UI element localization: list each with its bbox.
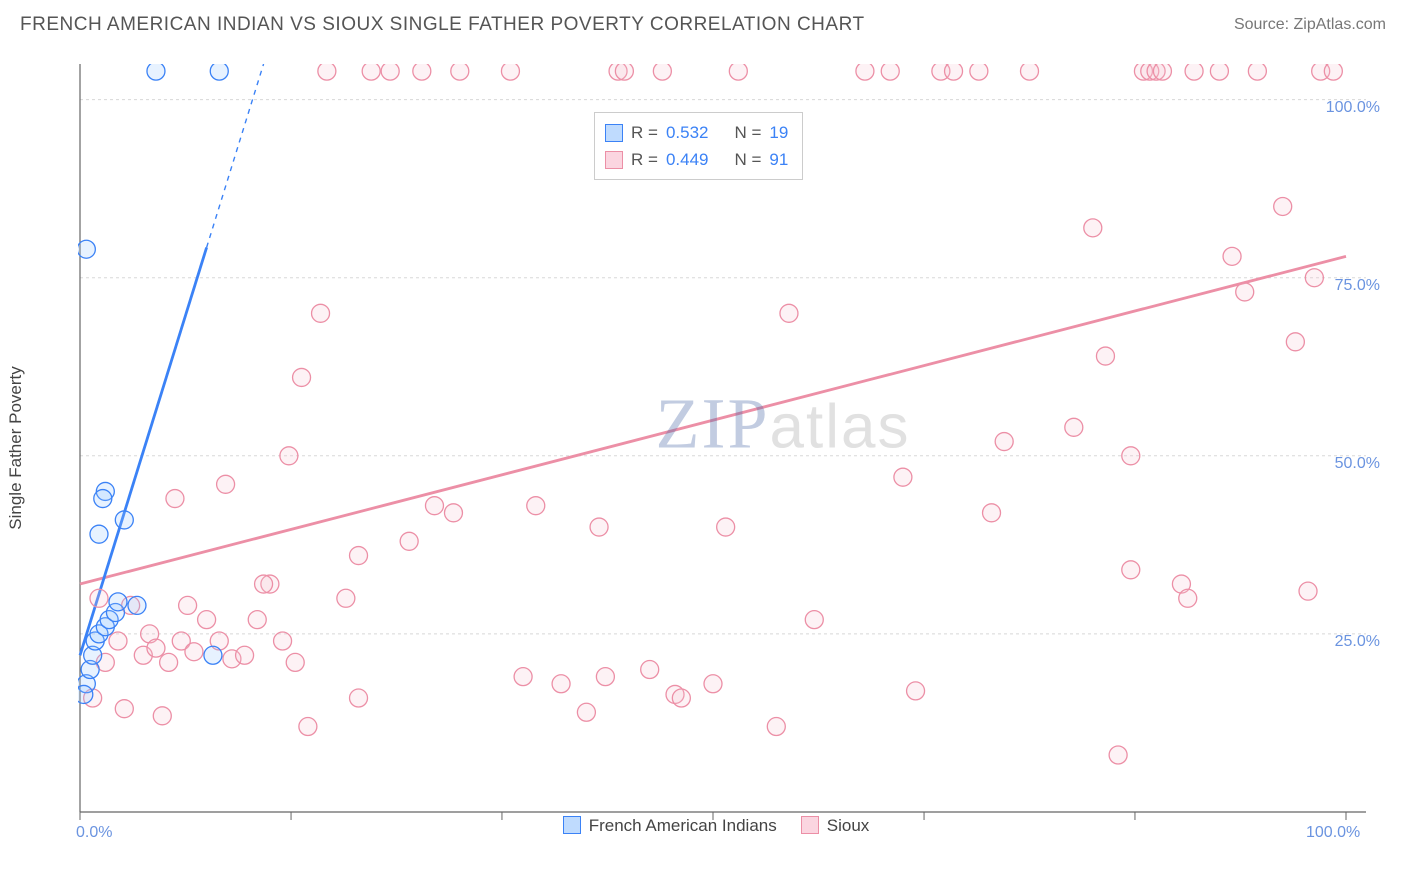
series-legend: French American Indians Sioux	[46, 816, 1386, 836]
legend-row: R = 0.532N = 19	[605, 119, 788, 146]
chart-title: FRENCH AMERICAN INDIAN VS SIOUX SINGLE F…	[20, 14, 865, 36]
y-tick-label: 50.0%	[1335, 455, 1380, 473]
source-label: Source: ZipAtlas.com	[1234, 16, 1386, 34]
y-axis-label: Single Father Poverty	[6, 366, 26, 529]
legend-item: French American Indians	[563, 816, 777, 836]
y-tick-label: 25.0%	[1335, 633, 1380, 651]
correlation-legend: R = 0.532N = 19R = 0.449N = 91	[594, 112, 803, 180]
plot-area: Single Father Poverty ZIPatlas R = 0.532…	[46, 54, 1386, 842]
y-tick-label: 100.0%	[1326, 99, 1380, 117]
legend-item: Sioux	[801, 816, 870, 836]
y-tick-label: 75.0%	[1335, 277, 1380, 295]
legend-row: R = 0.449N = 91	[605, 146, 788, 173]
